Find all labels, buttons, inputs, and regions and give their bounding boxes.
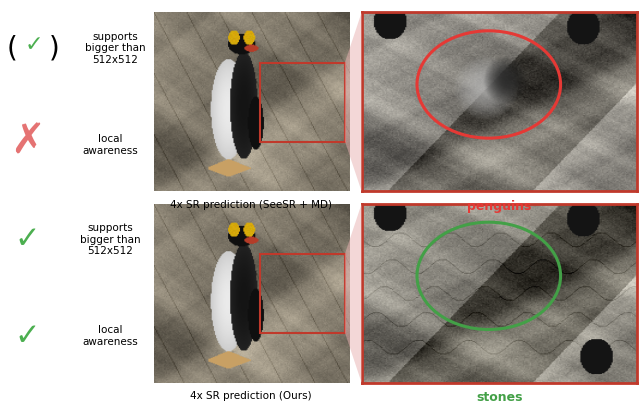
Text: ✓: ✓ [24,35,43,54]
Text: ): ) [49,34,59,62]
Text: stones: stones [476,391,522,404]
Text: supports
bigger than
512x512: supports bigger than 512x512 [80,223,141,256]
Text: 4x SR prediction (Ours): 4x SR prediction (Ours) [190,391,312,401]
Text: supports
bigger than
512x512: supports bigger than 512x512 [85,32,145,65]
Bar [260,254,346,333]
Text: 4x SR prediction (SeeSR + MD): 4x SR prediction (SeeSR + MD) [170,200,332,210]
Text: local
awareness: local awareness [83,134,138,156]
Text: local
awareness: local awareness [83,325,138,347]
Text: penguins: penguins [467,200,531,213]
Bar [260,63,346,142]
Text: ✗: ✗ [10,120,45,162]
Text: (: ( [7,34,18,62]
Text: ✓: ✓ [15,225,40,254]
Text: ✓: ✓ [15,322,40,351]
